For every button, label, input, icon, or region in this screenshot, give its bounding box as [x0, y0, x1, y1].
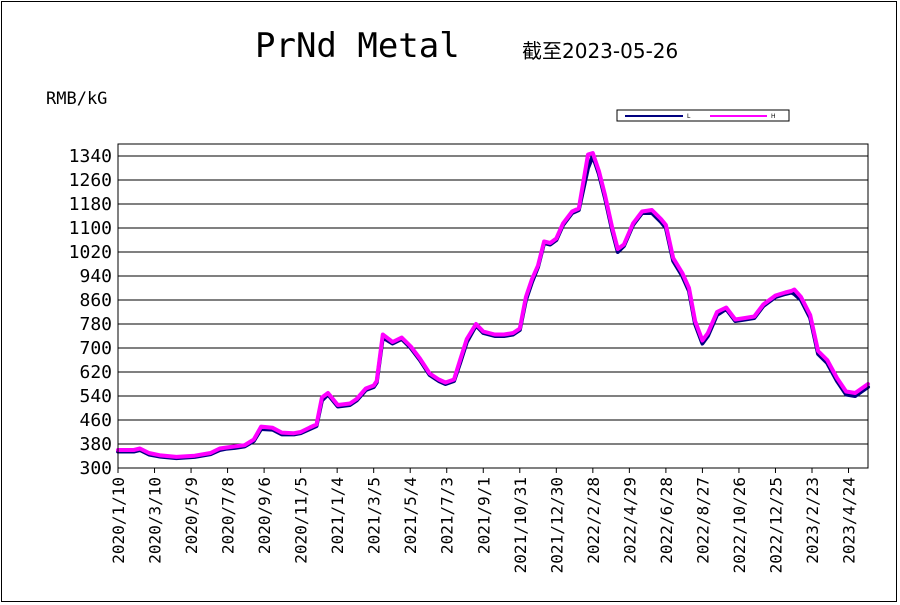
x-tick-label: 2020/1/10	[109, 477, 128, 564]
y-tick-label: 1260	[69, 170, 112, 191]
y-axis-unit: RMB/kG	[46, 89, 107, 109]
x-tick-label: 2020/9/6	[255, 477, 274, 554]
x-tick-label: 2021/9/1	[474, 477, 493, 554]
x-tick-label: 2021/3/5	[365, 477, 384, 554]
series-line-l	[116, 154, 870, 461]
legend-label-h: H	[771, 113, 776, 120]
plot-area	[117, 143, 869, 469]
legend-box	[616, 109, 790, 122]
x-tick-label: 2023/2/23	[803, 477, 822, 564]
legend-label-l: L	[687, 113, 691, 120]
y-tick-label: 940	[79, 266, 112, 287]
y-tick-label: 1020	[69, 242, 112, 263]
x-axis-ticks: 2020/1/10 2020/3/10 2020/5/9 2020/7/8 2020/9…	[109, 468, 859, 573]
x-tick-label: 2021/1/4	[328, 477, 347, 554]
chart-subtitle: 截至2023-05-26	[522, 39, 678, 63]
x-tick-label: 2020/11/5	[292, 477, 311, 564]
x-tick-label: 2021/5/4	[401, 477, 420, 554]
x-tick-label: 2021/12/30	[547, 477, 566, 573]
series-line-h	[116, 151, 870, 459]
y-tick-label: 540	[79, 386, 112, 407]
y-tick-label: 1340	[69, 146, 112, 167]
y-tick-label: 780	[79, 314, 112, 335]
chart-title: PrNd Metal	[255, 26, 460, 66]
x-tick-label: 2022/6/28	[657, 477, 676, 564]
y-axis-ticks: 300 380 460 540 620 700 780 860 940 1020 1100 1180 1…	[69, 146, 112, 479]
x-tick-label: 2020/7/8	[219, 477, 238, 554]
y-tick-label: 860	[79, 290, 112, 311]
series-lines	[116, 151, 870, 461]
y-tick-label: 700	[79, 338, 112, 359]
x-tick-label: 2022/10/26	[730, 477, 749, 573]
x-tick-label: 2020/3/10	[146, 477, 165, 564]
y-tick-label: 1100	[69, 218, 112, 239]
y-tick-label: 300	[79, 458, 112, 479]
y-tick-label: 1180	[69, 194, 112, 215]
x-tick-label: 2022/8/27	[693, 477, 712, 564]
x-tick-label: 2022/2/28	[584, 477, 603, 564]
x-tick-label: 2023/4/24	[840, 477, 859, 564]
y-tick-label: 380	[79, 434, 112, 455]
x-tick-label: 2021/10/31	[511, 477, 530, 573]
y-tick-label: 460	[79, 410, 112, 431]
y-tick-label: 620	[79, 362, 112, 383]
legend: L H	[616, 109, 790, 122]
x-tick-label: 2022/12/25	[766, 477, 785, 573]
x-tick-label: 2020/5/9	[182, 477, 201, 554]
x-tick-label: 2022/4/29	[620, 477, 639, 564]
x-tick-label: 2021/7/3	[438, 477, 457, 554]
